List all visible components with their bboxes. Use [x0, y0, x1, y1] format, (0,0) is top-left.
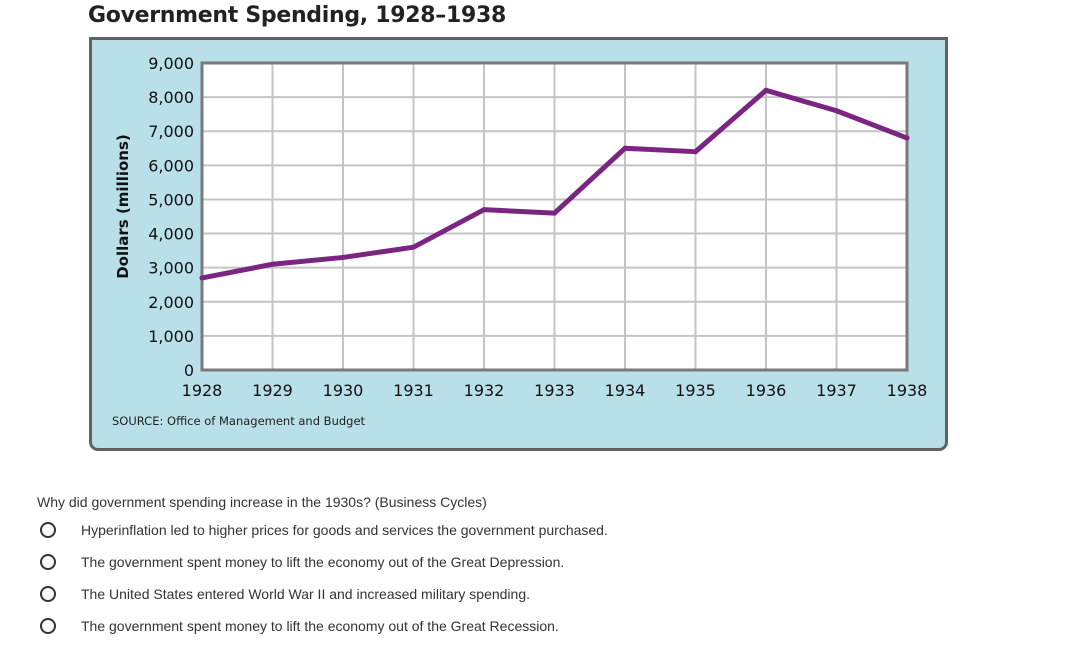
x-tick-label: 1933	[534, 381, 575, 400]
data-point-1933	[552, 210, 557, 216]
data-point-1936	[763, 87, 769, 93]
x-tick-label: 1931	[393, 381, 434, 400]
data-point-1934	[622, 145, 628, 151]
data-point-1932	[481, 207, 487, 213]
x-tick-label: 1932	[464, 381, 505, 400]
radio-button-icon[interactable]	[40, 554, 56, 570]
question-text: Why did government spending increase in …	[37, 494, 487, 510]
answer-option-4[interactable]: The government spent money to lift the e…	[37, 616, 559, 636]
y-tick-label: 1,000	[148, 327, 194, 346]
y-tick-label: 2,000	[148, 293, 194, 312]
x-tick-label: 1928	[182, 381, 223, 400]
x-tick-label: 1936	[746, 381, 787, 400]
x-tick-label: 1938	[887, 381, 928, 400]
x-tick-label: 1935	[675, 381, 716, 400]
answer-option-2[interactable]: The government spent money to lift the e…	[37, 552, 564, 572]
data-point-1928	[199, 275, 205, 281]
data-point-1935	[693, 149, 698, 155]
data-point-1929	[270, 261, 275, 267]
y-axis-label: Dollars (millions)	[114, 134, 132, 279]
answer-option-label: The United States entered World War II a…	[81, 586, 530, 602]
radio-button-icon[interactable]	[40, 586, 56, 602]
line-chart: 0 1,000 2,000 3,000 4,000 5,000 6,000 7,000 8,00…	[112, 54, 928, 428]
data-point-1930	[340, 254, 346, 260]
data-point-1931	[411, 244, 416, 250]
data-point-1938	[904, 135, 910, 141]
plot-border	[200, 61, 909, 372]
data-point-1937	[834, 108, 839, 114]
answer-option-3[interactable]: The United States entered World War II a…	[37, 584, 530, 604]
source-note: SOURCE: Office of Management and Budget	[112, 414, 366, 428]
chart-title: Government Spending, 1928–1938	[88, 3, 506, 28]
y-tick-label: 8,000	[148, 88, 194, 107]
answer-option-1[interactable]: Hyperinflation led to higher prices for …	[37, 520, 608, 540]
y-tick-label: 0	[184, 361, 194, 380]
y-tick-label: 9,000	[148, 54, 194, 73]
radio-button-icon[interactable]	[40, 618, 56, 634]
y-tick-label: 5,000	[148, 190, 194, 209]
y-tick-label: 3,000	[148, 259, 194, 278]
x-tick-label: 1929	[252, 381, 293, 400]
chart-frame: 0 1,000 2,000 3,000 4,000 5,000 6,000 7,000 8,00…	[89, 37, 948, 451]
y-tick-label: 6,000	[148, 156, 194, 175]
answer-option-label: The government spent money to lift the e…	[81, 618, 559, 634]
x-tick-label: 1934	[605, 381, 646, 400]
radio-button-icon[interactable]	[40, 522, 56, 538]
x-tick-label: 1930	[323, 381, 364, 400]
quiz: Why did government spending increase in …	[37, 494, 608, 634]
y-tick-label: 7,000	[148, 122, 194, 141]
x-tick-label: 1937	[816, 381, 857, 400]
answer-option-label: Hyperinflation led to higher prices for …	[81, 522, 608, 538]
answer-option-label: The government spent money to lift the e…	[81, 554, 565, 570]
y-tick-label: 4,000	[148, 225, 194, 244]
